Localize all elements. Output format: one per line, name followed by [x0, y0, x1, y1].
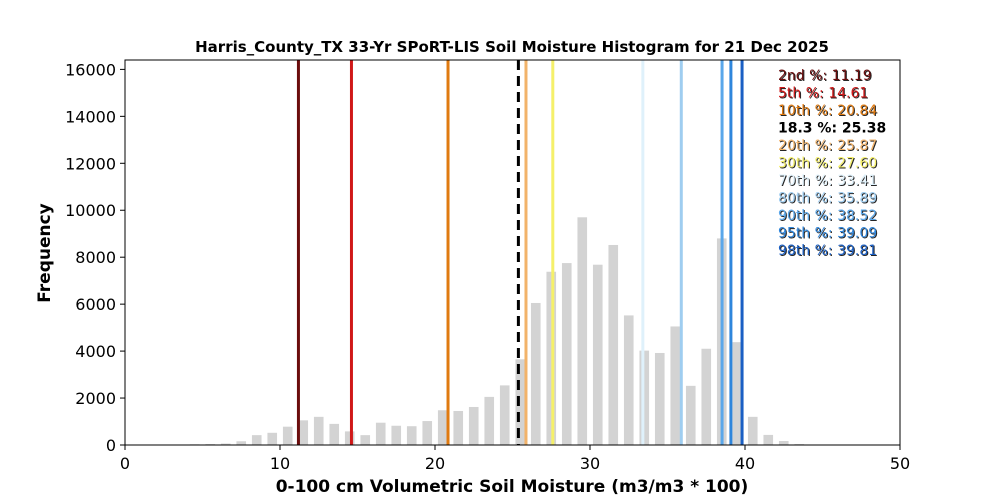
y-tick-label: 0 — [106, 436, 116, 455]
x-tick-label: 30 — [580, 454, 600, 473]
histogram-bar — [530, 302, 541, 445]
x-tick-label: 10 — [270, 454, 290, 473]
y-tick-label: 16000 — [65, 60, 116, 79]
chart-title: Harris_County_TX 33-Yr SPoRT-LIS Soil Mo… — [195, 38, 829, 56]
histogram-bar — [561, 263, 572, 445]
x-tick-label: 0 — [120, 454, 130, 473]
histogram-bar — [220, 443, 231, 445]
histogram-bar — [375, 422, 386, 445]
histogram-bar — [236, 441, 247, 445]
y-axis-label: Frequency — [35, 203, 55, 303]
histogram-bar — [468, 406, 479, 445]
x-tick-label: 40 — [735, 454, 755, 473]
histogram-bar — [778, 441, 789, 445]
percentile-label-shadow: 70th %: 33.41 — [779, 174, 878, 190]
histogram-bar — [685, 385, 696, 445]
histogram-bar — [484, 396, 495, 446]
y-tick-label: 6000 — [75, 295, 116, 314]
percentile-label: 95th %: 39.09 — [778, 226, 877, 242]
percentile-label: 20th %: 25.87 — [778, 138, 877, 154]
y-tick-label: 8000 — [75, 248, 116, 267]
histogram-bar — [608, 244, 619, 445]
histogram-bar — [577, 217, 588, 445]
percentile-label: 90th %: 38.52 — [778, 208, 877, 224]
histogram-bar — [453, 410, 464, 445]
y-tick-label: 14000 — [65, 107, 116, 126]
histogram-bar — [406, 426, 417, 445]
histogram-bar — [763, 434, 774, 445]
percentile-label-shadow: 98th %: 39.81 — [779, 244, 878, 260]
histogram-bar — [344, 431, 355, 445]
percentile-label: 30th %: 27.60 — [778, 156, 877, 172]
histogram-bar — [251, 435, 262, 445]
histogram-bar — [391, 425, 402, 445]
histogram-bar — [298, 420, 309, 445]
x-tick-label: 20 — [425, 454, 445, 473]
histogram-bar — [654, 352, 665, 445]
y-tick-label: 4000 — [75, 342, 116, 361]
percentile-label: 80th %: 35.89 — [778, 191, 877, 207]
y-tick-label: 10000 — [65, 201, 116, 220]
percentile-label: 2nd %: 11.19 — [778, 68, 872, 84]
histogram-bar — [515, 359, 526, 445]
percentile-label-shadow: 95th %: 39.09 — [779, 227, 878, 243]
percentile-label-shadow: 10th %: 20.84 — [779, 104, 878, 120]
histogram-bar — [546, 271, 557, 445]
y-tick-label: 2000 — [75, 389, 116, 408]
y-tick-label: 12000 — [65, 154, 116, 173]
histogram-bar — [282, 426, 293, 445]
histogram-bar — [701, 348, 712, 445]
percentile-label: 98th %: 39.81 — [778, 243, 877, 259]
histogram-bar — [499, 385, 510, 445]
percentile-label-shadow: 30th %: 27.60 — [779, 157, 878, 173]
histogram-bar — [329, 423, 340, 445]
plot-frame — [124, 59, 901, 446]
percentile-label: 5th %: 14.61 — [778, 86, 868, 102]
histogram-bar — [623, 315, 634, 445]
percentile-label-shadow: 20th %: 25.87 — [779, 139, 878, 155]
histogram-bar — [592, 264, 603, 445]
percentile-label: 18.3 %: 25.38 — [778, 121, 886, 137]
histogram-bar — [313, 416, 324, 445]
histogram-bar — [670, 326, 681, 445]
histogram-bar — [747, 416, 758, 445]
percentile-label-shadow: 90th %: 38.52 — [779, 209, 878, 225]
histogram-bar — [437, 410, 448, 445]
percentile-label-shadow: 80th %: 35.89 — [779, 192, 878, 208]
histogram-bar — [360, 435, 371, 445]
percentile-label: 10th %: 20.84 — [778, 103, 877, 119]
percentile-label-shadow: 2nd %: 11.19 — [779, 69, 873, 85]
x-axis-label: 0-100 cm Volumetric Soil Moisture (m3/m3… — [276, 477, 749, 497]
histogram-bar — [267, 432, 278, 445]
histogram-bar — [732, 342, 743, 445]
percentile-label-shadow: 5th %: 14.61 — [779, 87, 869, 103]
percentile-label: 70th %: 33.41 — [778, 173, 877, 189]
histogram-bar — [422, 421, 433, 445]
x-tick-label: 50 — [890, 454, 910, 473]
